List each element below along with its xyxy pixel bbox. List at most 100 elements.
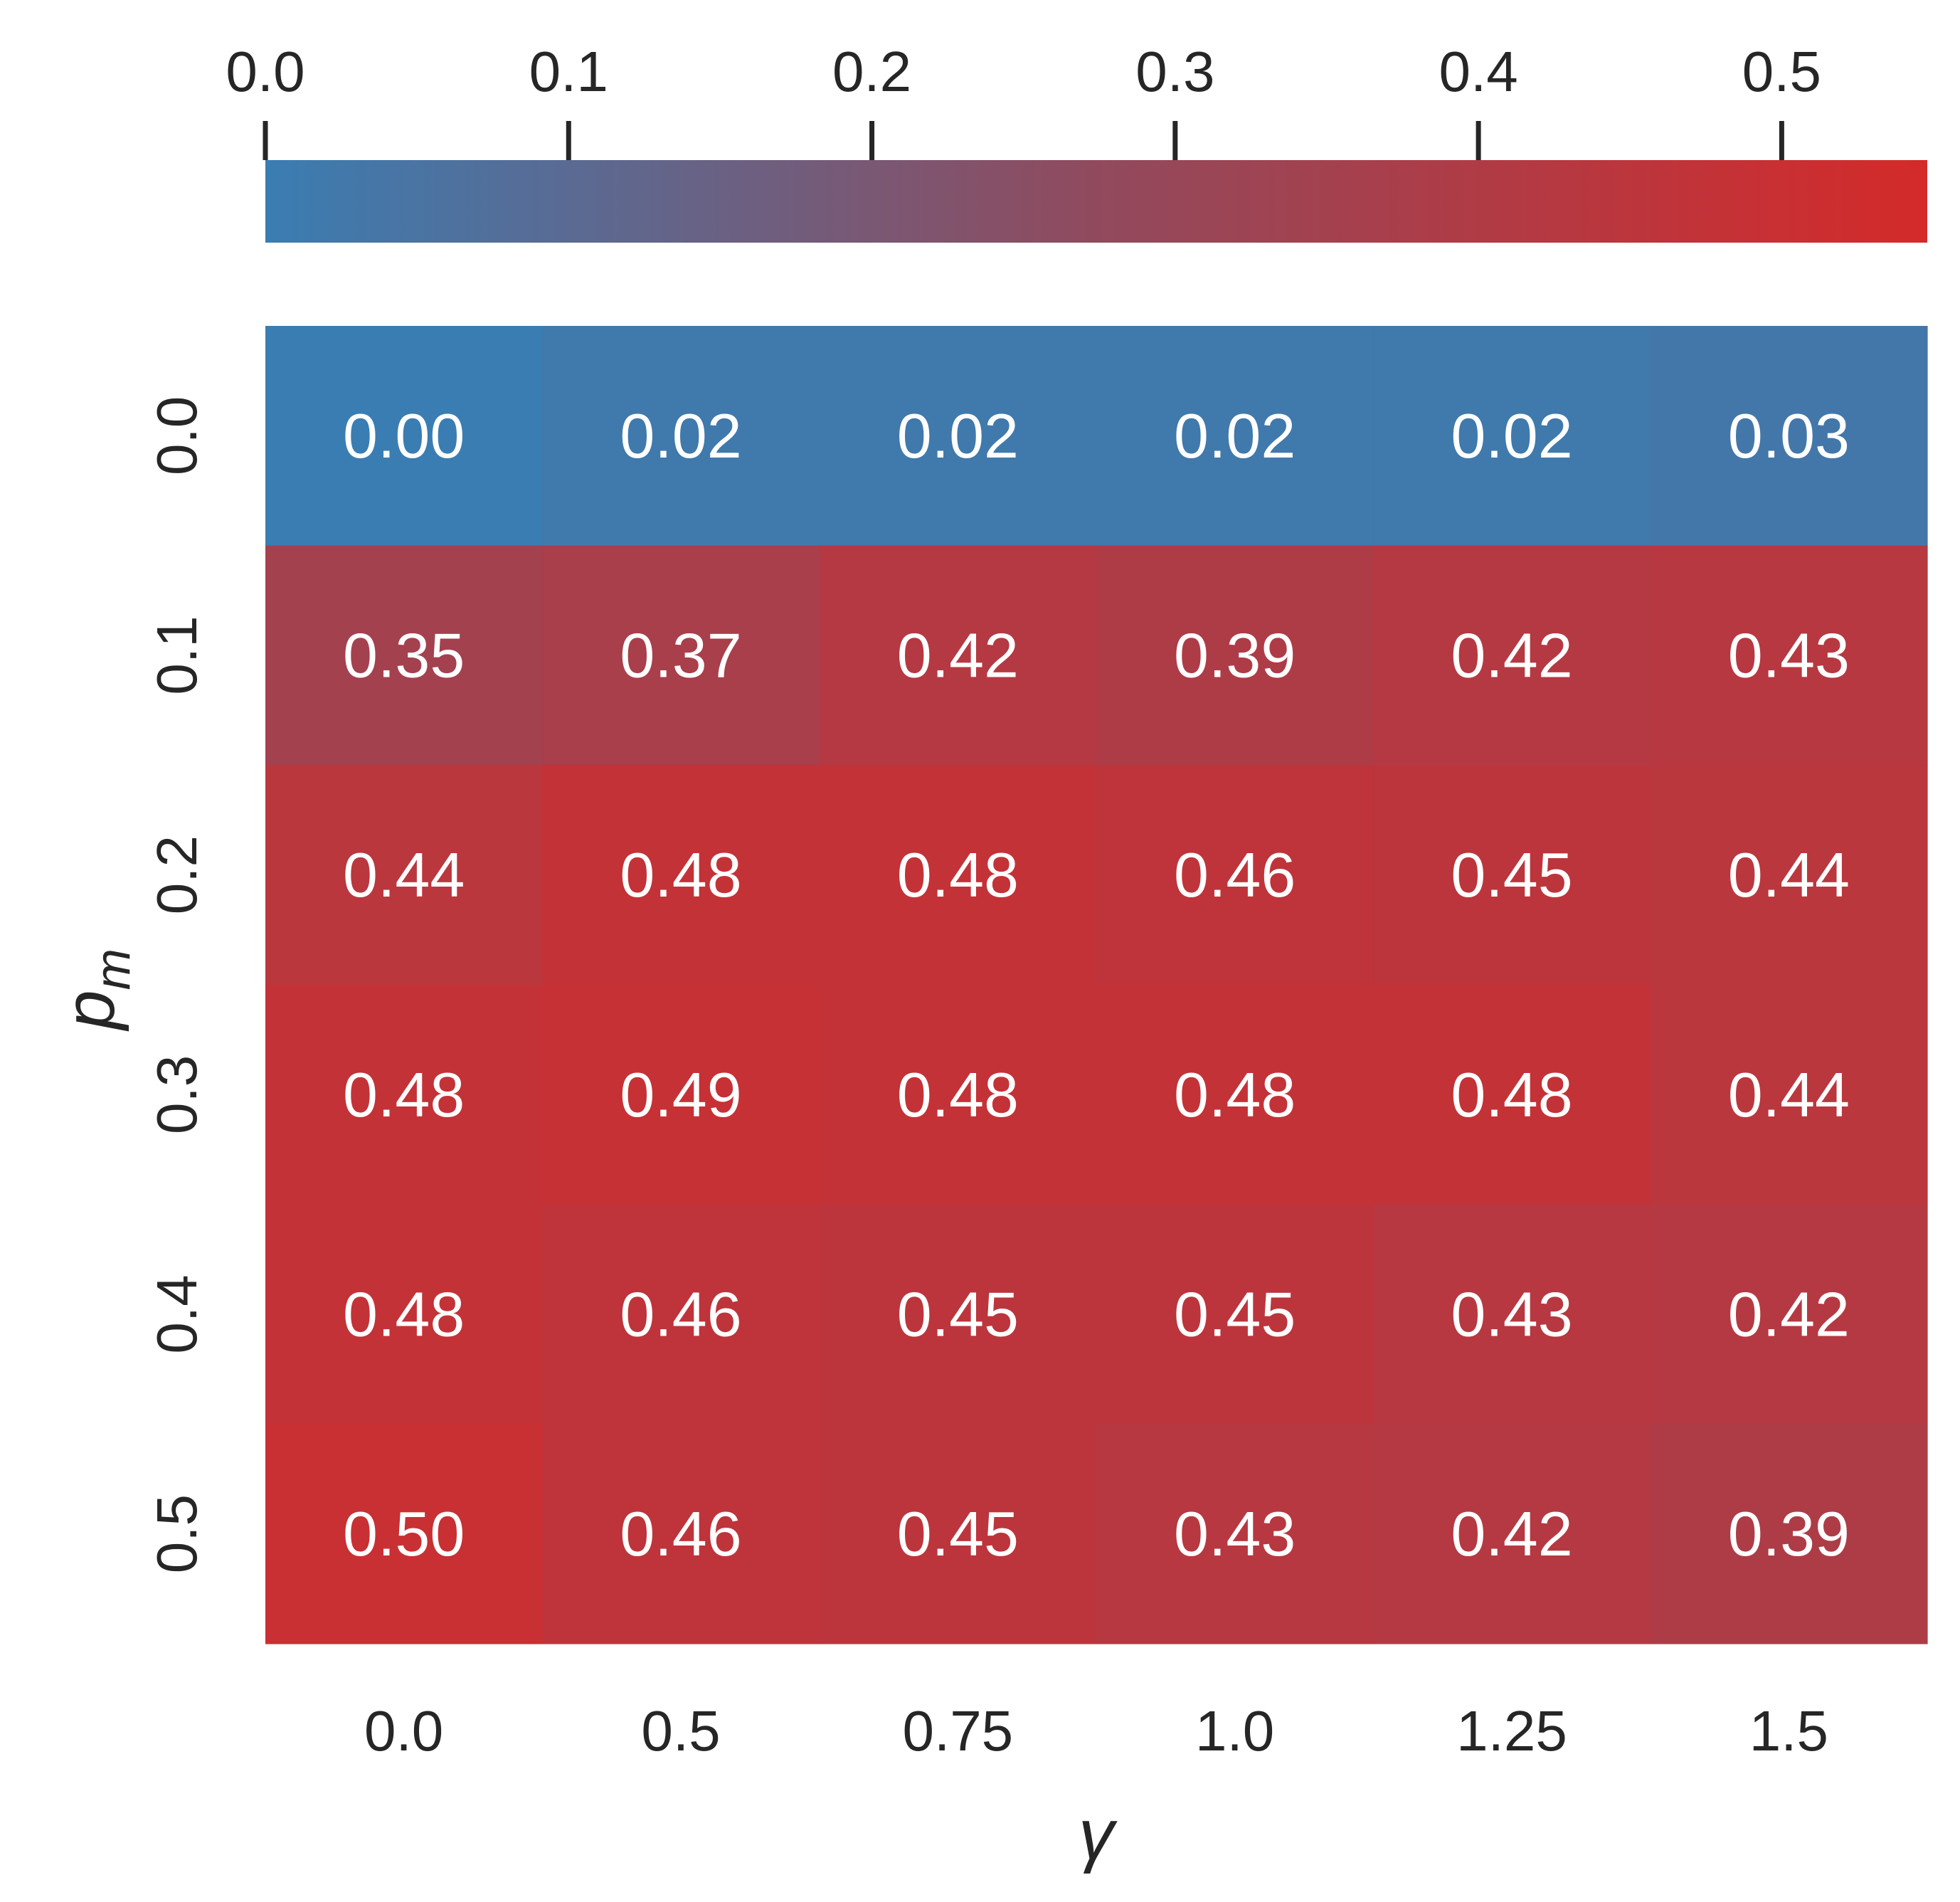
cell-value-label-r1-c0: 0.35 <box>343 620 465 691</box>
heatmap-cell-r1-c0 <box>265 545 543 766</box>
heatmap-cell-r1-c4 <box>1373 545 1651 766</box>
cell-value-label-r2-c0: 0.44 <box>343 840 465 910</box>
heatmap-cell-labels: 0.00 0.02 0.02 0.02 0.02 0.03 0.35 0.37 0.42 0.39… <box>343 401 1850 1569</box>
heatmap-cell-r0-c3 <box>1096 326 1374 546</box>
cell-value-label-r1-c5: 0.43 <box>1728 620 1850 691</box>
y-tick-label-3: 0.3 <box>145 1055 208 1134</box>
colorbar-gradient-bar <box>265 160 1927 243</box>
heatmap-cell-r5-c0 <box>265 1424 543 1644</box>
heatmap-cell-r4-c3 <box>1096 1204 1374 1425</box>
cell-value-label-r5-c5: 0.39 <box>1728 1499 1850 1569</box>
x-tick-label-0: 0.0 <box>364 1699 443 1763</box>
cell-value-label-r1-c4: 0.42 <box>1451 620 1572 691</box>
cell-value-label-r3-c2: 0.48 <box>897 1060 1019 1130</box>
y-tick-label-2: 0.2 <box>145 835 208 914</box>
heatmap-cells <box>265 326 1928 1644</box>
cell-value-label-r2-c3: 0.46 <box>1174 840 1296 910</box>
heatmap-cell-r1-c3 <box>1096 545 1374 766</box>
x-tick-label-5: 1.5 <box>1749 1699 1828 1763</box>
y-axis-title-main: p <box>50 990 129 1032</box>
cell-value-label-r4-c3: 0.45 <box>1174 1279 1296 1350</box>
x-tick-label-3: 1.0 <box>1195 1699 1274 1763</box>
cell-value-label-r4-c4: 0.43 <box>1451 1279 1572 1350</box>
heatmap-cell-r3-c2 <box>819 985 1097 1205</box>
heatmap-cell-r4-c4 <box>1373 1204 1651 1425</box>
colorbar-tick-label-0: 0.0 <box>226 40 304 103</box>
y-tick-label-1: 0.1 <box>145 615 208 694</box>
y-axis-tick-labels: 0.0 0.1 0.2 0.3 0.4 0.5 <box>145 396 208 1574</box>
heatmap-cell-r4-c0 <box>265 1204 543 1425</box>
colorbar: 0.0 0.1 0.2 0.3 0.4 0.5 <box>226 40 1927 243</box>
heatmap-cell-r1-c2 <box>819 545 1097 766</box>
y-tick-label-0: 0.0 <box>145 396 208 475</box>
y-tick-label-4: 0.4 <box>145 1274 208 1353</box>
cell-value-label-r4-c1: 0.46 <box>620 1279 741 1350</box>
heatmap-cell-r2-c3 <box>1096 765 1374 986</box>
cell-value-label-r5-c4: 0.42 <box>1451 1499 1572 1569</box>
cell-value-label-r0-c4: 0.02 <box>1451 401 1572 471</box>
heatmap-cell-r2-c5 <box>1650 765 1928 986</box>
cell-value-label-r3-c4: 0.48 <box>1451 1060 1572 1130</box>
heatmap-cell-r5-c3 <box>1096 1424 1374 1644</box>
cell-value-label-r5-c3: 0.43 <box>1174 1499 1296 1569</box>
x-tick-label-1: 0.5 <box>641 1699 720 1763</box>
heatmap-cell-r2-c0 <box>265 765 543 986</box>
heatmap-cell-r3-c1 <box>542 985 820 1205</box>
heatmap-cell-r1-c5 <box>1650 545 1928 766</box>
cell-value-label-r3-c5: 0.44 <box>1728 1060 1850 1130</box>
heatmap-cell-r4-c5 <box>1650 1204 1928 1425</box>
colorbar-tick-label-1: 0.1 <box>529 40 608 103</box>
y-tick-label-5: 0.5 <box>145 1494 208 1573</box>
cell-value-label-r0-c1: 0.02 <box>620 401 741 471</box>
heatmap-cell-r0-c2 <box>819 326 1097 546</box>
cell-value-label-r4-c5: 0.42 <box>1728 1279 1850 1350</box>
heatmap-cell-r1-c1 <box>542 545 820 766</box>
cell-value-label-r3-c0: 0.48 <box>343 1060 465 1130</box>
heatmap-cell-r5-c5 <box>1650 1424 1928 1644</box>
heatmap-cell-r0-c0 <box>265 326 543 546</box>
heatmap-cell-r0-c4 <box>1373 326 1651 546</box>
heatmap-cell-r3-c0 <box>265 985 543 1205</box>
colorbar-tick-label-3: 0.3 <box>1135 40 1214 103</box>
cell-value-label-r1-c2: 0.42 <box>897 620 1019 691</box>
heatmap-cell-r3-c4 <box>1373 985 1651 1205</box>
heatmap-cell-r4-c1 <box>542 1204 820 1425</box>
cell-value-label-r2-c1: 0.48 <box>620 840 741 910</box>
colorbar-tick-label-2: 0.2 <box>832 40 911 103</box>
heatmap-cell-r0-c5 <box>1650 326 1928 546</box>
cell-value-label-r5-c0: 0.50 <box>343 1499 465 1569</box>
cell-value-label-r4-c0: 0.48 <box>343 1279 465 1350</box>
cell-value-label-r2-c2: 0.48 <box>897 840 1019 910</box>
heatmap-cell-r2-c2 <box>819 765 1097 986</box>
cell-value-label-r5-c1: 0.46 <box>620 1499 741 1569</box>
heatmap-cell-r3-c5 <box>1650 985 1928 1205</box>
y-axis-title-subscript: m <box>85 949 140 990</box>
heatmap-cell-r2-c4 <box>1373 765 1651 986</box>
cell-value-label-r1-c1: 0.37 <box>620 620 741 691</box>
x-axis-title: γ <box>1079 1795 1118 1874</box>
cell-value-label-r0-c5: 0.03 <box>1728 401 1850 471</box>
heatmap-cell-r5-c2 <box>819 1424 1097 1644</box>
x-tick-label-2: 0.75 <box>902 1699 1013 1763</box>
heatmap-cell-r3-c3 <box>1096 985 1374 1205</box>
colorbar-tick-label-4: 0.4 <box>1439 40 1518 103</box>
heatmap-cell-r4-c2 <box>819 1204 1097 1425</box>
cell-value-label-r0-c3: 0.02 <box>1174 401 1296 471</box>
cell-value-label-r2-c4: 0.45 <box>1451 840 1572 910</box>
heatmap-cell-r0-c1 <box>542 326 820 546</box>
cell-value-label-r4-c2: 0.45 <box>897 1279 1019 1350</box>
x-tick-label-4: 1.25 <box>1456 1699 1567 1763</box>
y-axis-title: pm <box>50 949 140 1032</box>
colorbar-ticks: 0.0 0.1 0.2 0.3 0.4 0.5 <box>226 40 1821 160</box>
cell-value-label-r5-c2: 0.45 <box>897 1499 1019 1569</box>
heatmap-cell-r5-c1 <box>542 1424 820 1644</box>
cell-value-label-r2-c5: 0.44 <box>1728 840 1850 910</box>
cell-value-label-r3-c1: 0.49 <box>620 1060 741 1130</box>
cell-value-label-r0-c2: 0.02 <box>897 401 1019 471</box>
cell-value-label-r1-c3: 0.39 <box>1174 620 1296 691</box>
heatmap-cell-r2-c1 <box>542 765 820 986</box>
heatmap-cell-r5-c4 <box>1373 1424 1651 1644</box>
cell-value-label-r3-c3: 0.48 <box>1174 1060 1296 1130</box>
x-axis-tick-labels: 0.0 0.5 0.75 1.0 1.25 1.5 <box>364 1699 1828 1763</box>
